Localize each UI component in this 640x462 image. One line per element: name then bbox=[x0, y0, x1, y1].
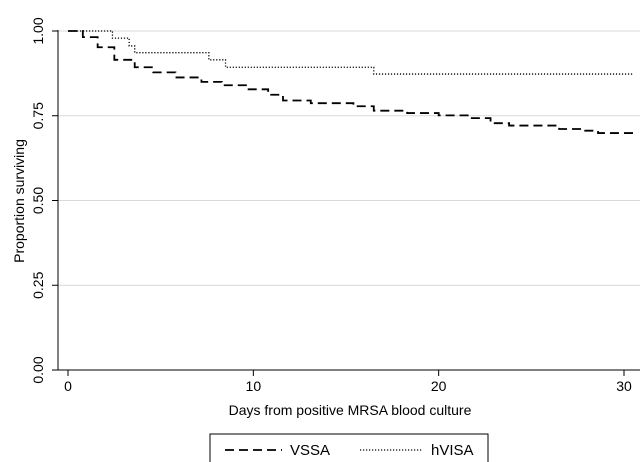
y-tick-label-1: 0.25 bbox=[30, 271, 46, 298]
y-tick-label-3: 0.75 bbox=[30, 102, 46, 129]
x-tick-label-0: 0 bbox=[64, 378, 72, 394]
legend-label-hvisa: hVISA bbox=[431, 442, 474, 459]
legend-label-vssa: VSSA bbox=[290, 442, 330, 459]
x-tick-label-3: 30 bbox=[616, 378, 632, 394]
legend: VSSA hVISA bbox=[209, 433, 489, 462]
y-tick-label-0: 0.00 bbox=[30, 356, 46, 383]
x-tick-label-2: 20 bbox=[431, 378, 447, 394]
y-axis-label: Proportion surviving bbox=[11, 139, 27, 263]
y-tick-label-4: 1.00 bbox=[30, 17, 46, 44]
tick-labels: 0.00 0.25 0.50 0.75 1.00 0 10 20 30 bbox=[30, 17, 632, 394]
x-axis-label: Days from positive MRSA blood culture bbox=[229, 402, 472, 418]
series-lines bbox=[68, 30, 634, 134]
y-tick-label-2: 0.50 bbox=[30, 187, 46, 214]
series-line-hvisa bbox=[68, 30, 634, 75]
axes bbox=[52, 30, 640, 376]
gridlines bbox=[58, 30, 640, 286]
legend-box bbox=[209, 433, 489, 462]
x-tick-label-1: 10 bbox=[246, 378, 262, 394]
series-line-vssa bbox=[68, 30, 634, 134]
